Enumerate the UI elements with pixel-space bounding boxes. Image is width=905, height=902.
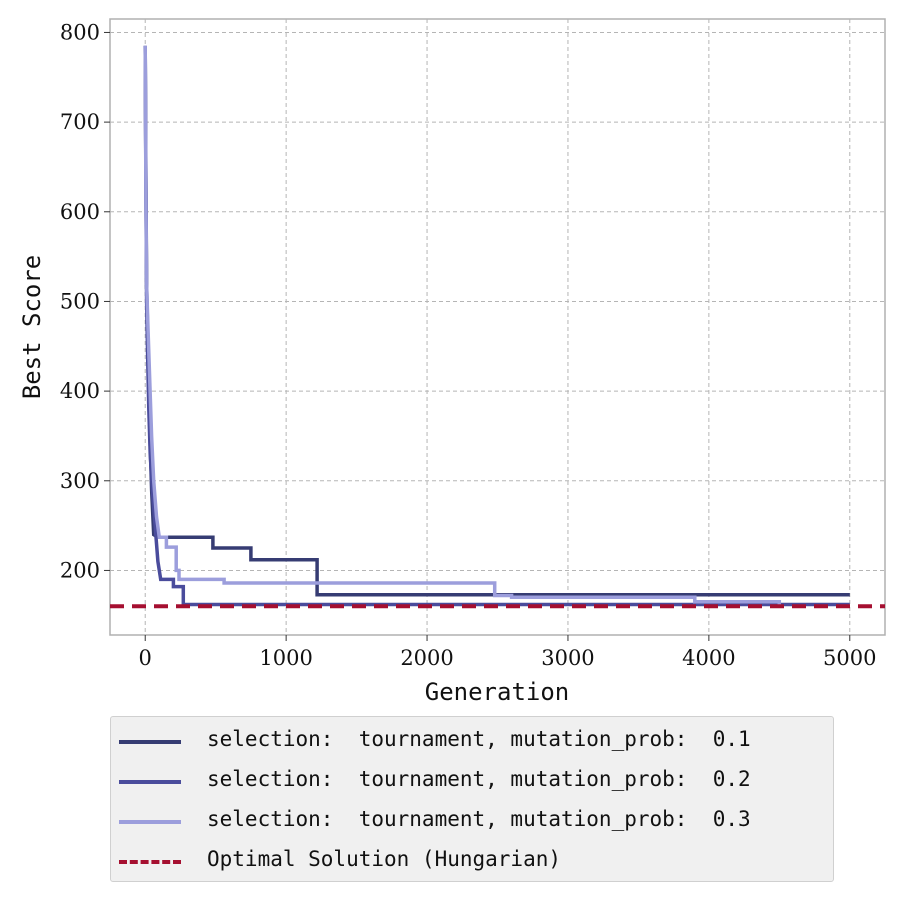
- legend-label: Optimal Solution (Hungarian): [207, 847, 562, 871]
- legend-item-mutation-0-2: selection: tournament, mutation_prob: 0.…: [119, 761, 829, 801]
- ticks: 0 1000 2000 3000 4000 5000 200 300 400 500 600 700 8…: [60, 20, 877, 670]
- x-tick-label: 2000: [400, 646, 453, 670]
- x-tick-label: 3000: [541, 646, 594, 670]
- y-tick-label: 600: [60, 200, 100, 224]
- legend-label: selection: tournament, mutation_prob: 0.…: [207, 727, 751, 751]
- series-layer: [110, 45, 885, 609]
- legend-item-mutation-0-3: selection: tournament, mutation_prob: 0.…: [119, 801, 829, 841]
- legend: selection: tournament, mutation_prob: 0.…: [110, 716, 834, 882]
- legend-swatch: [119, 820, 181, 824]
- x-axis-label: Generation: [425, 678, 570, 706]
- legend-swatch: [119, 780, 181, 784]
- y-axis-label: Best Score: [18, 255, 46, 400]
- y-tick-label: 700: [60, 110, 100, 134]
- y-tick-label: 400: [60, 379, 100, 403]
- legend-label: selection: tournament, mutation_prob: 0.…: [207, 807, 751, 831]
- x-tick-label: 5000: [823, 646, 876, 670]
- plot-background: [109, 18, 886, 636]
- y-tick-label: 500: [60, 289, 100, 313]
- chart: 0 1000 2000 3000 4000 5000 200 300 400 500 600 700 8…: [18, 18, 886, 706]
- legend-item-mutation-0-1: selection: tournament, mutation_prob: 0.…: [119, 721, 829, 761]
- y-tick-label: 300: [60, 469, 100, 493]
- grid: [110, 19, 885, 635]
- x-tick-label: 0: [139, 646, 152, 670]
- legend-item-optimal-solution: Optimal Solution (Hungarian): [119, 841, 829, 881]
- x-tick-label: 1000: [259, 646, 312, 670]
- y-tick-label: 800: [60, 20, 100, 44]
- legend-swatch: [119, 860, 181, 864]
- x-tick-label: 4000: [682, 646, 735, 670]
- legend-label: selection: tournament, mutation_prob: 0.…: [207, 767, 751, 791]
- y-tick-label: 200: [60, 558, 100, 582]
- series-line-3: [143, 45, 782, 605]
- legend-swatch: [119, 740, 181, 744]
